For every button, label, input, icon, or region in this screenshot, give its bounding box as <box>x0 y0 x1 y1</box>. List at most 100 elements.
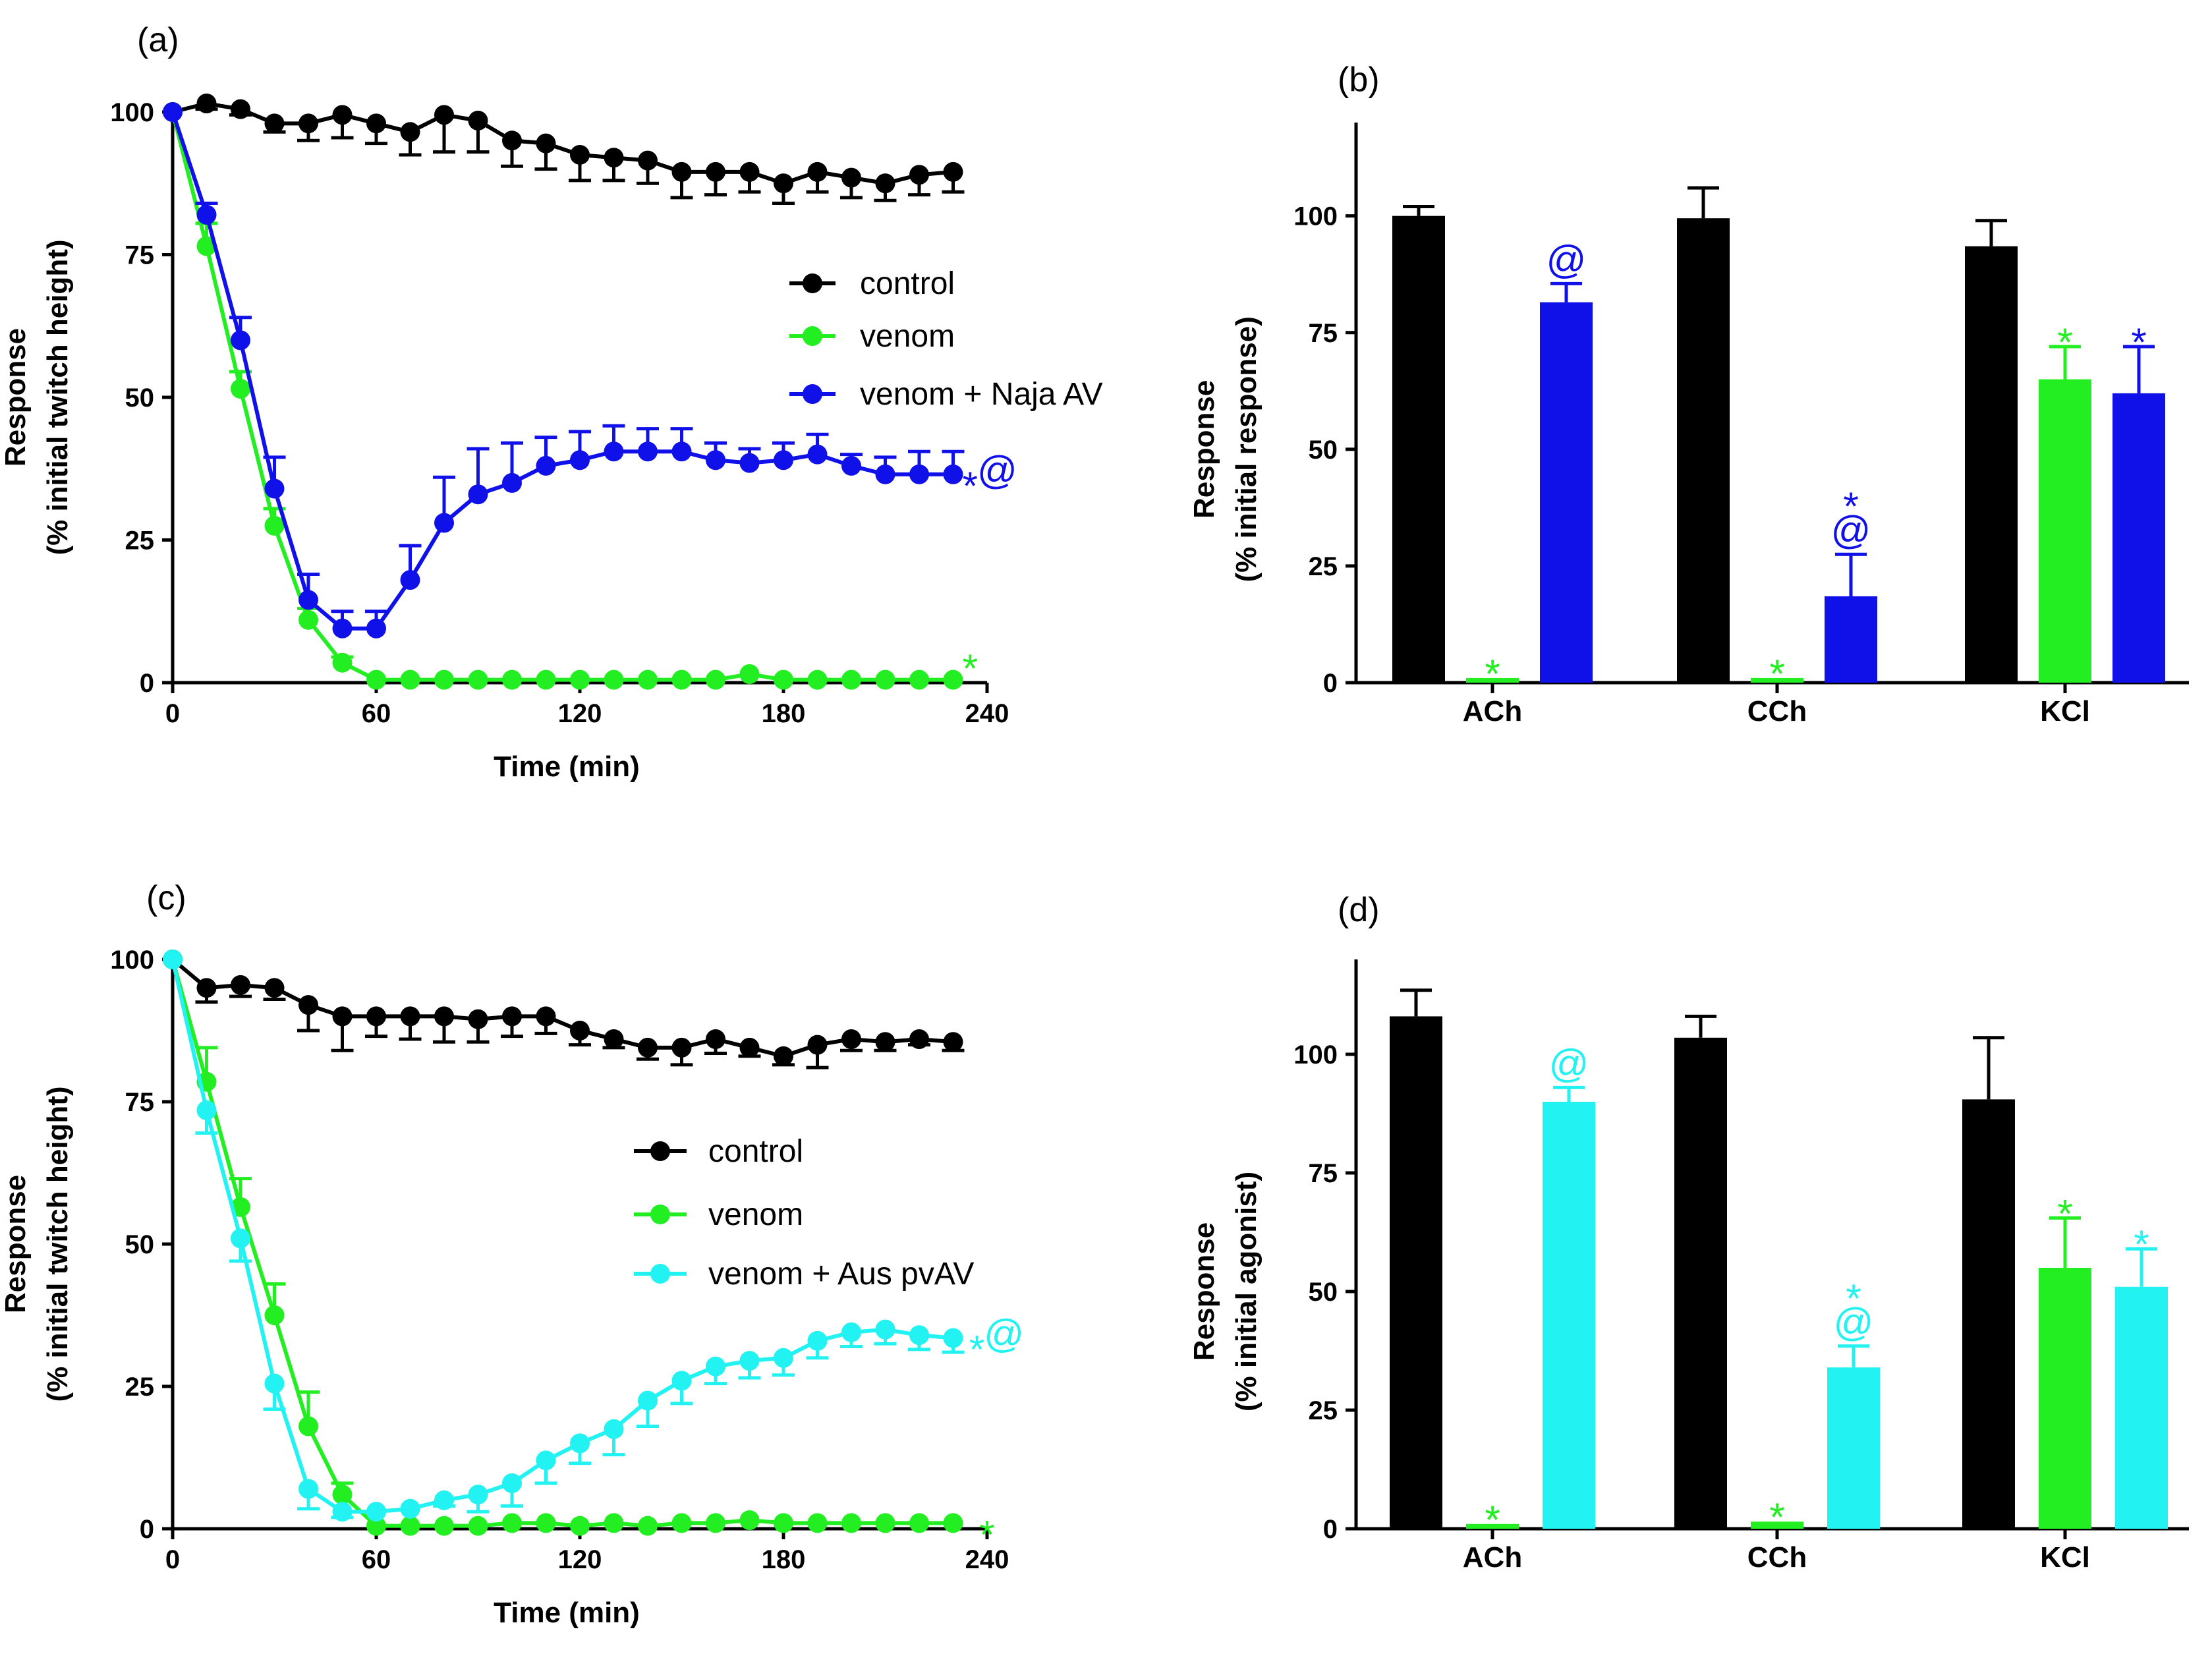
significance-star: * <box>1485 1498 1500 1542</box>
bar <box>2115 1286 2168 1529</box>
data-point <box>332 1502 353 1522</box>
significance-star: * <box>1843 484 1858 528</box>
data-point <box>943 669 963 690</box>
legend-label: venom + Aus pvAV <box>708 1257 974 1292</box>
bar <box>1674 1037 1727 1529</box>
y-tick-label: 75 <box>125 1088 155 1117</box>
x-tick-label: 240 <box>965 699 1009 728</box>
significance-star: * <box>969 1328 984 1372</box>
data-point <box>570 1433 590 1454</box>
panel-label: (a) <box>137 21 179 59</box>
data-point <box>468 1485 488 1505</box>
data-point <box>909 1325 929 1346</box>
data-point <box>638 1516 658 1536</box>
significance-star: * <box>979 1512 994 1556</box>
data-point <box>400 669 420 690</box>
data-point <box>468 1516 488 1536</box>
data-point <box>671 1513 692 1533</box>
significance-at: @ <box>1546 237 1587 281</box>
bar <box>1962 1099 2015 1529</box>
data-point <box>570 144 590 165</box>
data-point <box>536 669 556 690</box>
data-point <box>909 165 929 185</box>
data-point <box>502 1513 522 1533</box>
y-tick-label: 75 <box>1309 1159 1338 1188</box>
y-tick-label: 0 <box>140 669 154 698</box>
bar <box>1751 1521 1803 1529</box>
data-point <box>739 1510 760 1531</box>
series-line <box>171 957 953 1059</box>
significance-star: * <box>2134 1222 2149 1266</box>
data-point <box>536 1450 556 1471</box>
panel-b: (b) 0 25 50 75 100 Response (% initial response… <box>1188 61 2189 727</box>
significance-at: @ <box>1834 1300 1874 1344</box>
data-point <box>739 664 760 685</box>
data-point <box>332 105 353 125</box>
data-point <box>739 1351 760 1371</box>
data-point <box>570 1021 590 1040</box>
data-point <box>943 464 963 484</box>
y-tick-label: 50 <box>125 1230 155 1259</box>
data-point <box>502 1006 522 1027</box>
data-point <box>502 472 522 493</box>
data-point <box>774 450 793 470</box>
data-point <box>163 102 183 122</box>
data-point <box>841 455 861 476</box>
data-point <box>739 161 760 182</box>
legend-marker <box>650 1205 670 1224</box>
data-point <box>604 669 624 690</box>
data-point <box>536 1513 556 1533</box>
y-tick-label: 100 <box>110 946 154 975</box>
x-axis-title: Time (min) <box>494 751 640 783</box>
legend-label: venom <box>708 1197 803 1232</box>
data-point <box>264 1373 285 1394</box>
data-point <box>909 669 929 690</box>
bar <box>1392 215 1445 683</box>
panel-c: (c) 0 60 120 180 240 0 25 50 75 100 Time (min) Respo… <box>0 879 1024 1629</box>
data-point <box>468 1009 488 1029</box>
data-point <box>774 1513 793 1533</box>
data-point <box>807 1035 828 1055</box>
series-control <box>163 950 965 1069</box>
legend-label: control <box>860 266 955 301</box>
series-venom-aus-pvav <box>163 950 965 1522</box>
category-label: ACh <box>1463 1541 1522 1574</box>
data-point <box>875 1032 895 1052</box>
data-point <box>332 618 353 639</box>
data-point <box>841 669 861 690</box>
legend-marker <box>650 1141 670 1161</box>
data-point <box>706 669 725 690</box>
x-tick-label: 120 <box>558 1545 602 1574</box>
data-point <box>875 669 895 690</box>
data-point <box>400 1498 420 1519</box>
panel-a: (a) 0 60 120 180 240 0 25 50 75 100 Time (min) Respo… <box>0 21 1103 783</box>
category-label: KCl <box>2040 695 2090 727</box>
data-point <box>434 513 454 533</box>
data-point <box>570 450 590 470</box>
bar <box>1825 596 1877 683</box>
y-tick-label: 0 <box>1323 1515 1338 1544</box>
data-point <box>604 1513 624 1533</box>
series-venom <box>163 102 963 690</box>
data-point <box>774 1348 793 1368</box>
data-point <box>196 204 217 225</box>
data-point <box>502 130 522 151</box>
data-point <box>400 1006 420 1027</box>
data-point <box>706 450 725 470</box>
data-point <box>298 1479 318 1499</box>
bar <box>1751 677 1803 683</box>
significance-star: * <box>1846 1276 1861 1321</box>
data-point <box>434 669 454 690</box>
data-point <box>366 1516 386 1536</box>
y-axis-title-line2: (% initial response) <box>1230 316 1262 582</box>
data-point <box>400 1516 420 1536</box>
series-line <box>171 959 953 1528</box>
data-point <box>400 122 420 142</box>
data-point <box>671 1371 692 1391</box>
significance-at: @ <box>984 1312 1024 1356</box>
y-axis-title-line2: (% initial twitch height) <box>42 239 74 555</box>
bar <box>1965 246 2018 683</box>
significance-star: * <box>2057 1191 2072 1236</box>
data-point <box>638 150 658 171</box>
